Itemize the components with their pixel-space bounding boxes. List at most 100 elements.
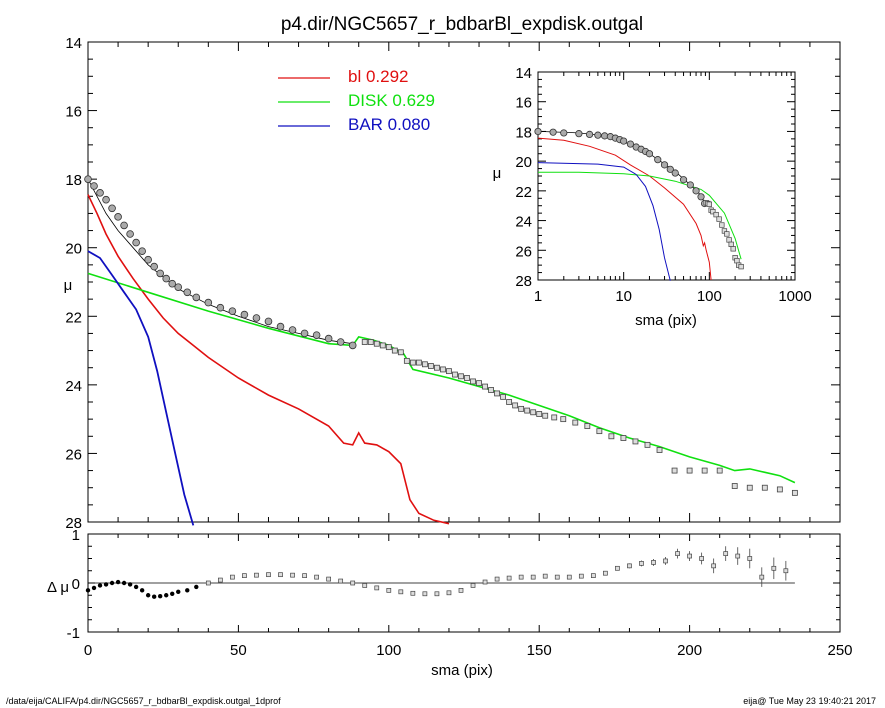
residual-point xyxy=(242,573,247,579)
data-point xyxy=(252,314,261,322)
inset-data-points xyxy=(534,127,744,270)
data-point xyxy=(608,433,615,440)
inset-data-point xyxy=(686,181,694,189)
residual-point xyxy=(362,583,368,588)
residual-point xyxy=(518,574,524,580)
residual-point xyxy=(91,585,97,591)
data-point xyxy=(183,288,192,297)
inset-series-line-bar xyxy=(537,162,671,281)
inset-data-point xyxy=(706,201,712,207)
chart-title: p4.dir/NGC5657_r_bdbarBl_expdisk.outgal xyxy=(281,14,643,35)
inset-data-point xyxy=(620,137,628,145)
main-y-tick-label: 26 xyxy=(65,446,82,463)
x-axis-label: sma (pix) xyxy=(431,662,493,679)
inset-data-point xyxy=(671,169,679,177)
inset-x-tick-label: 10 xyxy=(615,288,632,305)
data-point xyxy=(276,322,285,331)
residual-point xyxy=(699,556,704,561)
x-tick-label: 250 xyxy=(827,642,852,659)
data-point xyxy=(373,340,380,347)
x-tick-label: 0 xyxy=(84,642,92,659)
inset-data-point xyxy=(626,140,635,148)
series-line-disk xyxy=(87,272,796,484)
residual-point xyxy=(127,582,133,587)
inset-plot-frame xyxy=(537,71,796,281)
residual-point xyxy=(470,583,476,588)
data-point xyxy=(126,230,134,238)
data-point xyxy=(415,359,422,366)
data-point xyxy=(746,484,753,491)
main-y-tick-labels: 14 16 18 20 22 24 26 28 xyxy=(65,35,82,532)
data-point xyxy=(156,269,164,278)
inset-y-tick-label: 26 xyxy=(515,243,532,260)
series-line-bar xyxy=(87,250,195,526)
data-point xyxy=(542,412,549,419)
main-y-tick-label: 24 xyxy=(65,378,82,395)
main-plot-frame xyxy=(87,41,841,523)
residual-panel: 10-1 Δ μ 0 50 100 150 200 250 sma (pix) xyxy=(47,527,853,679)
series-line-bl xyxy=(87,194,450,525)
residual-point xyxy=(85,588,91,593)
main-y-tick-label: 14 xyxy=(65,35,82,52)
data-point xyxy=(701,467,708,474)
residual-point xyxy=(176,589,181,595)
residual-point xyxy=(278,572,283,578)
inset-data-point xyxy=(575,130,583,138)
residual-point xyxy=(164,593,169,598)
data-point xyxy=(518,405,525,412)
main-y-tick-label: 18 xyxy=(65,172,82,189)
inset-y-tick-label: 28 xyxy=(515,273,532,290)
residual-point xyxy=(121,580,127,586)
residual-y-axis-label: Δ μ xyxy=(47,579,69,596)
inset-data-point xyxy=(645,150,654,158)
residual-point xyxy=(723,551,729,556)
main-y-axis-label: μ xyxy=(64,277,73,294)
residual-point xyxy=(434,591,440,597)
data-point xyxy=(228,307,237,315)
data-point xyxy=(620,435,627,441)
data-point xyxy=(324,334,333,343)
residual-point xyxy=(185,588,190,593)
residual-y-tick-label: 1 xyxy=(72,527,80,544)
residual-point xyxy=(603,570,608,576)
data-point xyxy=(174,283,183,291)
data-point xyxy=(671,467,678,474)
residual-point xyxy=(590,573,596,579)
inset-y-tick-label: 16 xyxy=(515,95,532,112)
residual-point xyxy=(735,553,741,559)
residual-point xyxy=(218,577,223,583)
residual-point xyxy=(458,587,464,593)
inset-x-tick-labels: 1 10 100 1000 xyxy=(534,288,812,305)
residual-y-tick-label: 0 xyxy=(72,576,80,593)
inset-data-point xyxy=(654,156,662,164)
residual-point xyxy=(350,580,356,586)
data-point xyxy=(84,175,92,183)
inset-data-point xyxy=(726,237,732,243)
inset-data-point xyxy=(679,176,688,184)
data-point xyxy=(716,467,723,474)
residual-point xyxy=(578,573,584,579)
data-point xyxy=(162,274,171,283)
inset-series-line-bl xyxy=(537,137,712,281)
main-y-tick-label: 22 xyxy=(65,309,82,326)
data-point xyxy=(168,279,177,288)
residual-point xyxy=(145,593,151,598)
inset-y-tick-label: 20 xyxy=(515,154,532,171)
inset-data-point xyxy=(560,129,568,137)
inset-data-point xyxy=(716,216,722,222)
data-point xyxy=(144,255,152,264)
data-point xyxy=(150,262,158,271)
residual-point xyxy=(651,560,656,565)
residual-data-points xyxy=(85,546,789,599)
data-point xyxy=(731,483,738,489)
data-point xyxy=(656,447,663,453)
inset-data-point xyxy=(549,128,557,136)
inset-data-point xyxy=(594,131,602,139)
main-data-points xyxy=(84,175,798,496)
footer-timestamp: eija@ Tue May 23 19:40:21 2017 xyxy=(743,696,876,706)
inset-x-axis-label: sma (pix) xyxy=(635,312,697,329)
residual-point xyxy=(747,556,753,561)
residual-point xyxy=(783,568,789,574)
residual-point xyxy=(446,590,452,596)
data-point xyxy=(488,387,494,393)
